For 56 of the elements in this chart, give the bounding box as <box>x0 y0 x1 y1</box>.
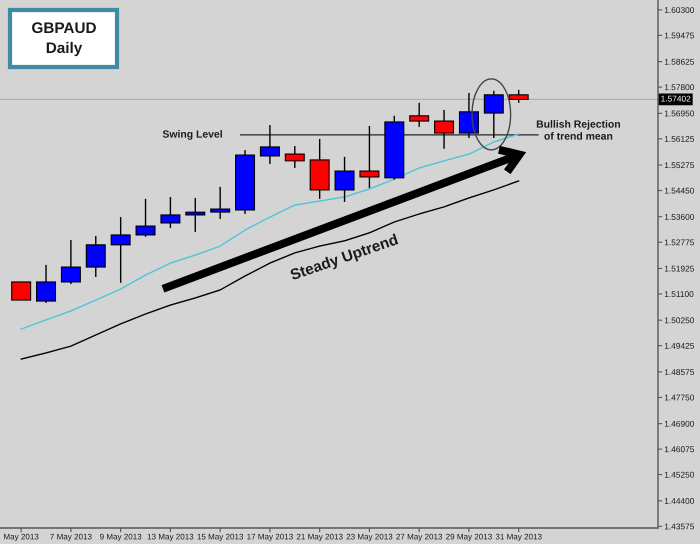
line-series <box>20 180 520 360</box>
candlestick <box>508 89 529 104</box>
y-tick-label: 1.51925 <box>664 266 694 272</box>
x-tick-label: 27 May 2013 <box>396 534 442 542</box>
y-tick-label: 1.48575 <box>664 369 694 376</box>
candlestick <box>359 125 380 189</box>
candlestick <box>210 186 230 220</box>
ref-line-label: 1.57402 <box>661 96 690 102</box>
candlestick <box>36 264 56 304</box>
y-tick-label: 1.59475 <box>664 32 694 38</box>
y-tick-label: 1.58625 <box>664 58 694 65</box>
x-tick-label: 31 May 2013 <box>496 534 542 542</box>
candlestick <box>434 109 454 150</box>
candlestick <box>160 196 180 229</box>
x-tick-label: 29 May 2013 <box>446 534 492 542</box>
candlestick <box>409 102 430 128</box>
text: GBPAUD <box>32 22 96 34</box>
y-tick-label: 1.43575 <box>664 524 694 530</box>
candlestick <box>136 198 156 238</box>
x-tick-label: 7 May 2013 <box>50 534 92 542</box>
candlestick <box>458 92 479 139</box>
y-tick-label: 1.54450 <box>664 188 694 194</box>
x-tick-label: 13 May 2013 <box>148 534 194 542</box>
y-tick-label: 1.57800 <box>664 84 694 90</box>
candlestick <box>86 235 106 278</box>
y-tick-label: 1.60300 <box>664 7 694 13</box>
y-tick-label: 1.51100 <box>664 291 694 298</box>
y-tick-label: 1.47750 <box>664 394 694 400</box>
y-tick-label: 1.56125 <box>664 136 694 142</box>
candlestick <box>284 145 305 169</box>
candlestick <box>185 197 206 233</box>
x-tick-label: 21 May 2013 <box>296 534 343 542</box>
candlestick <box>484 90 504 139</box>
y-tick-label: 1.55275 <box>664 162 694 168</box>
y-tick-label: 1.52775 <box>664 239 694 246</box>
x-tick-label: May 2013 <box>4 534 38 542</box>
ref-line-label: Swing Level <box>162 130 222 140</box>
y-tick-label: 1.46900 <box>664 420 694 427</box>
candlestick <box>260 124 280 165</box>
x-tick-label: 15 May 2013 <box>197 534 244 542</box>
candlestick <box>110 216 131 284</box>
candlestick <box>11 281 32 301</box>
candlestick <box>60 239 81 285</box>
y-tick-label: 1.56950 <box>664 110 694 116</box>
candlestick <box>334 156 355 203</box>
y-tick-label: 1.46075 <box>664 446 694 452</box>
y-tick-label: 1.53600 <box>664 214 694 220</box>
x-tick-label: 9 May 2013 <box>100 534 142 542</box>
x-tick-label: 17 May 2013 <box>247 534 293 542</box>
y-tick-label: 1.49425 <box>664 342 694 349</box>
y-tick-label: 1.44400 <box>664 498 694 504</box>
text: Daily <box>46 42 82 56</box>
y-tick-label: 1.50250 <box>664 317 694 324</box>
x-tick-label: 23 May 2013 <box>346 534 392 542</box>
y-tick-label: 1.45250 <box>664 472 694 478</box>
text: Bullish Rejection of trend mean <box>536 120 620 140</box>
